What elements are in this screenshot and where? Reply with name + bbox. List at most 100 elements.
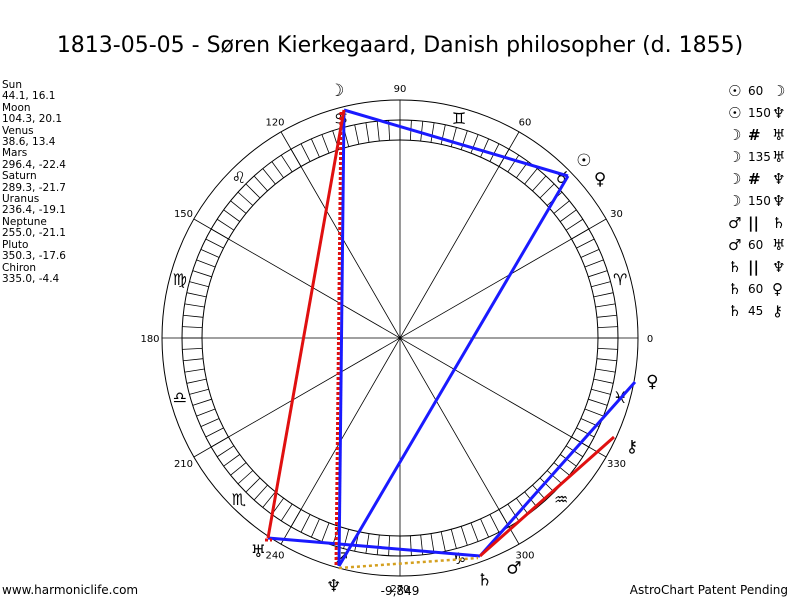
planet-glyph: ☽ [329,81,344,101]
bottom-value: -9,849 [381,584,420,598]
aspect-row: ♄ 60 ♀ [728,278,798,300]
degree-label: 210 [174,459,193,470]
tick-mark [597,347,618,350]
tick-mark [553,462,570,476]
planet-glyph: ♅ [251,542,266,562]
planet-coords: 296.4, -22.4 [2,158,66,171]
tick-mark [205,427,224,438]
planet-coords: 335.0, -4.4 [2,272,60,285]
degree-label: 270 [390,584,409,595]
tick-mark [546,470,563,485]
aspect-planet-2: ♆ [772,170,786,188]
aspect-line-moon-sun [343,108,569,178]
aspect-line-moon-uranus [266,109,346,539]
aspect-planet-2: ♅ [772,236,786,254]
aspect-type: 60 [748,84,764,98]
planet-name: Chiron [2,261,37,274]
tick-mark [489,143,500,162]
aspect-planet-2: ⚷ [772,302,783,320]
tick-mark [470,522,479,542]
aspect-planet-2: ♀ [772,280,783,298]
degree-label: 330 [607,459,626,470]
aspect-line-moon-neptune [337,109,346,567]
tick-mark [588,398,608,406]
tick-mark [216,445,235,458]
tick-mark [280,503,293,522]
tick-mark [262,168,276,185]
tick-mark [205,238,224,249]
tick-mark [580,248,600,258]
tick-mark [591,281,611,288]
tick-mark [460,526,468,546]
tick-mark [596,358,617,362]
tick-mark [237,470,254,485]
aspect-line-sun-neptune [337,175,570,567]
aspect-list: ☉ 60 ☽ ☉ 150 ♆ ☽ # ♅ ☽ 135 ♅ ☽ # ♆ ☽ 150 ♆ ♂ || ♄ ♂ 60 ♅ ♄ || ♆ ♄ 60… [728,80,798,322]
aspect-type: 45 [748,304,764,318]
footer-patent: AstroChart Patent Pending [629,583,788,597]
tick-mark [321,134,330,154]
planet-glyph: ☉ [576,151,591,171]
aspect-row: ☽ # ♆ [728,168,798,190]
planet-name: Mars [2,147,28,160]
tick-mark [216,218,235,231]
tick-mark [186,292,207,298]
aspect-planet-1: ♄ [728,280,742,298]
planet-glyph: ♀ [646,372,658,392]
tick-mark [196,259,216,268]
aspect-lines [265,108,637,570]
tick-mark [183,314,204,318]
aspect-line-saturn-venus [478,381,637,557]
planet-glyph: ♀ [594,169,606,189]
tick-mark [480,138,490,158]
tick-mark [565,218,584,231]
tick-mark [376,121,380,142]
tick-mark [532,175,547,192]
tick-mark [388,535,391,556]
tick-mark [365,122,370,143]
degree-label: 60 [519,117,532,128]
degree-label: 180 [140,334,159,345]
tick-mark [591,388,611,395]
aspect-planet-1: ♄ [728,258,742,276]
tick-mark [310,518,320,538]
tick-mark [300,514,311,533]
aspect-planet-2: ♅ [772,148,786,166]
tick-mark [230,462,247,476]
tick-mark [376,534,380,555]
tick-mark [300,143,311,162]
tick-mark [584,408,604,417]
aspect-type: || [748,258,759,276]
aspect-planet-2: ☽ [772,82,786,100]
aspect-planet-1: ♄ [728,302,742,320]
chart-title: 1813-05-05 - Søren Kierkegaard, Danish p… [56,33,744,58]
aspect-planet-1: ♂ [728,236,742,254]
aspect-planet-2: ♅ [772,126,786,144]
aspect-row: ☉ 150 ♆ [728,102,798,124]
tick-mark [470,134,479,154]
tick-mark [183,358,204,362]
zodiac-sign: ♈ [613,270,627,289]
aspect-type: 135 [748,150,771,164]
aspect-planet-1: ☽ [728,170,742,188]
tick-mark [430,122,435,143]
tick-mark [223,454,241,467]
planet-name: Saturn [2,170,37,183]
tick-mark [524,168,538,185]
aspect-type: # [748,126,761,144]
tick-mark [596,314,617,318]
aspect-line-saturn-neptune-gold [338,556,479,570]
zodiac-sign: ♊ [452,109,466,128]
tick-mark [200,418,220,428]
tick-mark [576,238,595,249]
tick-mark [588,270,608,278]
aspect-planet-2: ♆ [772,104,786,122]
footer-website[interactable]: www.harmoniclife.com [2,583,139,597]
aspect-planet-1: ☽ [728,148,742,166]
tick-mark [584,259,604,268]
tick-mark [559,454,577,467]
aspect-type: 60 [748,238,764,252]
degree-labels: 0 30 60 90 120 150 180 210 240 270 300 330 [140,84,653,595]
tick-mark [182,326,203,329]
